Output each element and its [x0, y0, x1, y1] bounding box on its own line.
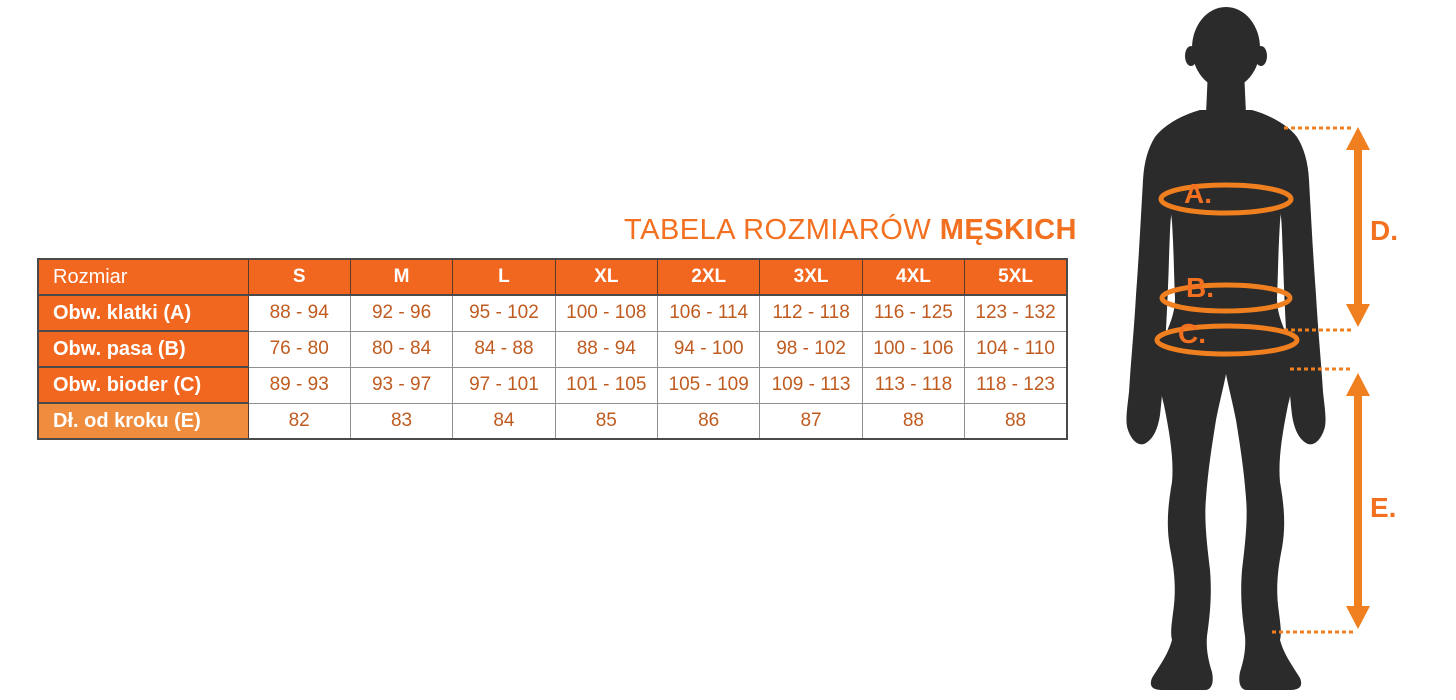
- cell-hips-l: 97 - 101: [452, 366, 556, 404]
- cell-hips-xl: 101 - 105: [554, 366, 659, 404]
- page-title: TABELA ROZMIARÓW MĘSKICH: [624, 214, 1077, 247]
- cell-waist-5xl: 104 - 110: [964, 330, 1068, 368]
- header-size-l: L: [452, 258, 556, 296]
- header-size-xl: XL: [554, 258, 659, 296]
- torso-length-annotation-label: D.: [1370, 215, 1398, 246]
- male-silhouette-diagram: A. B. C. D. E.: [1126, 7, 1398, 690]
- cell-chest-4xl: 116 - 125: [861, 294, 966, 332]
- cell-hips-s: 89 - 93: [247, 366, 351, 404]
- cell-waist-xl: 88 - 94: [554, 330, 659, 368]
- header-rozmiar-label: Rozmiar: [53, 265, 128, 288]
- size-table-header-row: Rozmiar S M L XL 2XL 3XL 4XL 5XL: [37, 258, 1068, 296]
- cell-waist-3xl: 98 - 102: [759, 330, 863, 368]
- size-table: Rozmiar S M L XL 2XL 3XL 4XL 5XL Obw. kl…: [37, 258, 1068, 440]
- cell-chest-m: 92 - 96: [349, 294, 454, 332]
- cell-waist-4xl: 100 - 106: [861, 330, 966, 368]
- waist-measure-ellipse: [1159, 282, 1293, 314]
- cell-inseam-2xl: 86: [656, 402, 761, 440]
- male-silhouette: [1126, 7, 1326, 690]
- cell-chest-s: 88 - 94: [247, 294, 351, 332]
- cell-hips-2xl: 105 - 109: [656, 366, 761, 404]
- page-title-bold: MĘSKICH: [939, 214, 1077, 246]
- waist-annotation-label: B.: [1186, 272, 1214, 303]
- row-label-inseam: Dł. od kroku (E): [37, 402, 249, 440]
- cell-hips-m: 93 - 97: [349, 366, 454, 404]
- table-row-chest: Obw. klatki (A) 88 - 94 92 - 96 95 - 102…: [37, 294, 1068, 332]
- cell-inseam-3xl: 87: [759, 402, 863, 440]
- cell-waist-l: 84 - 88: [452, 330, 556, 368]
- cell-inseam-xl: 85: [554, 402, 659, 440]
- cell-inseam-s: 82: [247, 402, 351, 440]
- header-rozmiar: Rozmiar: [37, 258, 249, 296]
- cell-inseam-5xl: 88: [964, 402, 1068, 440]
- header-size-s: S: [247, 258, 351, 296]
- inseam-length-arrow: [1346, 373, 1370, 629]
- header-size-5xl: 5XL: [964, 258, 1068, 296]
- cell-hips-5xl: 118 - 123: [964, 366, 1068, 404]
- hip-annotation-label: C.: [1178, 318, 1206, 349]
- row-label-hips: Obw. bioder (C): [37, 366, 249, 404]
- cell-waist-s: 76 - 80: [247, 330, 351, 368]
- table-row-waist: Obw. pasa (B) 76 - 80 80 - 84 84 - 88 88…: [37, 330, 1068, 368]
- header-size-m: M: [349, 258, 454, 296]
- measurement-figure: A. B. C. D. E.: [1100, 0, 1440, 700]
- cell-waist-2xl: 94 - 100: [656, 330, 761, 368]
- header-size-4xl: 4XL: [861, 258, 966, 296]
- cell-inseam-l: 84: [452, 402, 556, 440]
- cell-chest-xl: 100 - 108: [554, 294, 659, 332]
- cell-waist-m: 80 - 84: [349, 330, 454, 368]
- chest-measure-ellipse: [1158, 182, 1294, 216]
- cell-chest-l: 95 - 102: [452, 294, 556, 332]
- cell-chest-2xl: 106 - 114: [656, 294, 761, 332]
- hip-measure-ellipse: [1154, 323, 1300, 357]
- cell-inseam-m: 83: [349, 402, 454, 440]
- cell-chest-3xl: 112 - 118: [759, 294, 863, 332]
- cell-hips-4xl: 113 - 118: [861, 366, 966, 404]
- table-row-hips: Obw. bioder (C) 89 - 93 93 - 97 97 - 101…: [37, 366, 1068, 404]
- row-label-chest: Obw. klatki (A): [37, 294, 249, 332]
- torso-length-arrow: [1346, 127, 1370, 327]
- cell-inseam-4xl: 88: [861, 402, 966, 440]
- table-row-inseam: Dł. od kroku (E) 82 83 84 85 86 87 88 88: [37, 402, 1068, 440]
- page-title-regular: TABELA ROZMIARÓW: [624, 214, 940, 246]
- header-size-3xl: 3XL: [759, 258, 863, 296]
- inseam-annotation-label: E.: [1370, 492, 1396, 523]
- header-size-2xl: 2XL: [656, 258, 761, 296]
- chest-annotation-label: A.: [1184, 178, 1212, 209]
- row-label-waist: Obw. pasa (B): [37, 330, 249, 368]
- cell-chest-5xl: 123 - 132: [964, 294, 1068, 332]
- cell-hips-3xl: 109 - 113: [759, 366, 863, 404]
